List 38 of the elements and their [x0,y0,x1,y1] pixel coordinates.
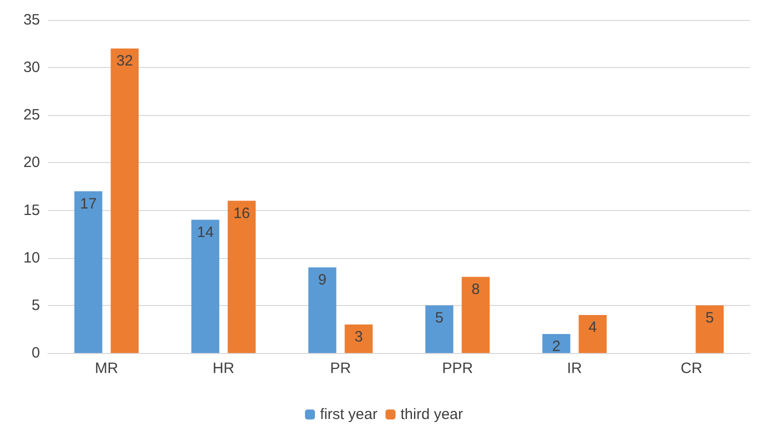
data-label: 5 [435,309,444,326]
bar [542,334,570,353]
data-label: 4 [588,318,597,336]
x-tick-label: HR [212,360,234,377]
data-label: 5 [706,309,714,326]
y-tick-label: 0 [32,344,40,362]
bar [228,200,256,353]
bar [425,305,454,353]
x-tick-label: PPR [442,360,474,377]
bar [344,324,373,353]
data-label: 9 [318,271,326,288]
legend-label: third year [400,406,464,423]
data-label: 32 [116,52,134,70]
y-tick-label: 15 [23,202,40,219]
y-tick-label: 30 [23,59,40,76]
bar [696,305,724,353]
legend-label: first year [320,406,378,423]
data-label: 16 [233,204,250,222]
x-tick-label: PR [330,360,352,377]
y-tick-label: 35 [23,12,40,28]
data-label: 8 [472,280,480,298]
y-tick-label: 5 [32,296,40,314]
data-label: 3 [354,328,363,346]
bar [110,48,139,353]
x-tick-label: CR [680,360,702,377]
bar [74,191,102,353]
bar [308,267,336,353]
y-tick-label: 10 [23,249,40,266]
bar [191,220,220,353]
data-label: 14 [196,224,214,241]
y-tick-label: 20 [23,154,40,172]
data-label: 17 [80,195,97,212]
x-tick-label: IR [567,360,582,377]
y-tick-label: 25 [23,106,40,124]
bar [578,314,607,353]
data-label: 2 [552,338,560,355]
bar [462,276,490,353]
x-tick-label: MR [94,360,118,377]
